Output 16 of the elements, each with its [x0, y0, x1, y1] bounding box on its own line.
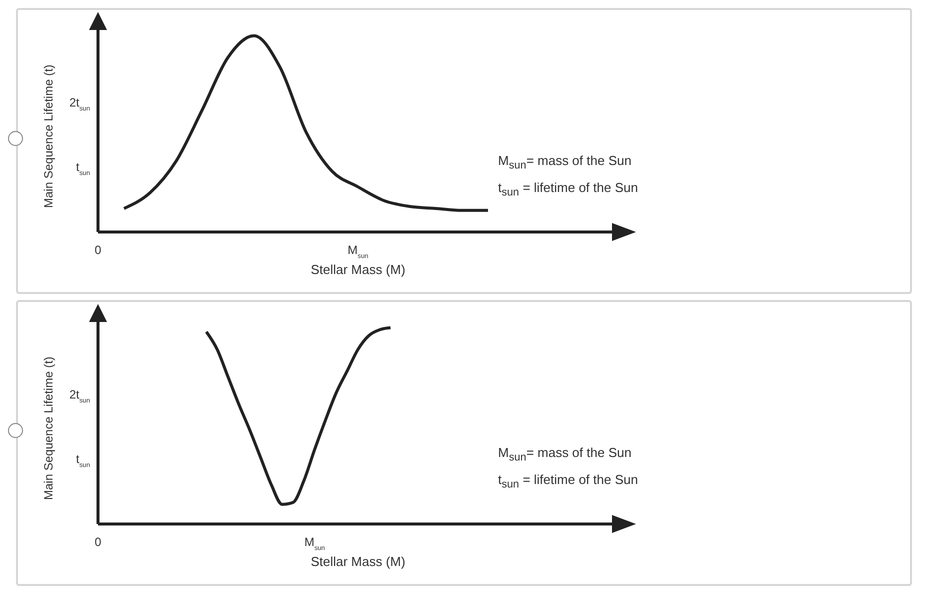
annotation: M$_{sun}$= mass of the Sun	[498, 444, 632, 466]
x-tick-label: 0	[94, 243, 102, 257]
x-tick-label: M$_{sun}$	[348, 243, 369, 260]
text: 2t$_{sun}$	[69, 387, 90, 404]
y-axis-title: Main Sequence Lifetime (t)	[41, 356, 56, 500]
x-tick-label: 0	[94, 535, 102, 549]
annotation: t$_{sun}$ = lifetime of the Sun	[498, 178, 638, 200]
x-axis-title: Stellar Mass (M)	[310, 554, 406, 569]
annotation: M$_{sun}$= mass of the Sun	[498, 152, 632, 174]
text: t$_{sun}$	[76, 160, 90, 177]
y-axis-title: Main Sequence Lifetime (t)	[41, 64, 56, 208]
x-axis-title: Stellar Mass (M)	[310, 262, 406, 277]
text: 2t$_{sun}$	[69, 95, 90, 112]
annotation: t$_{sun}$ = lifetime of the Sun	[498, 470, 638, 492]
text: t$_{sun}$	[76, 452, 90, 469]
x-tick-label: M$_{sun}$	[304, 535, 326, 552]
